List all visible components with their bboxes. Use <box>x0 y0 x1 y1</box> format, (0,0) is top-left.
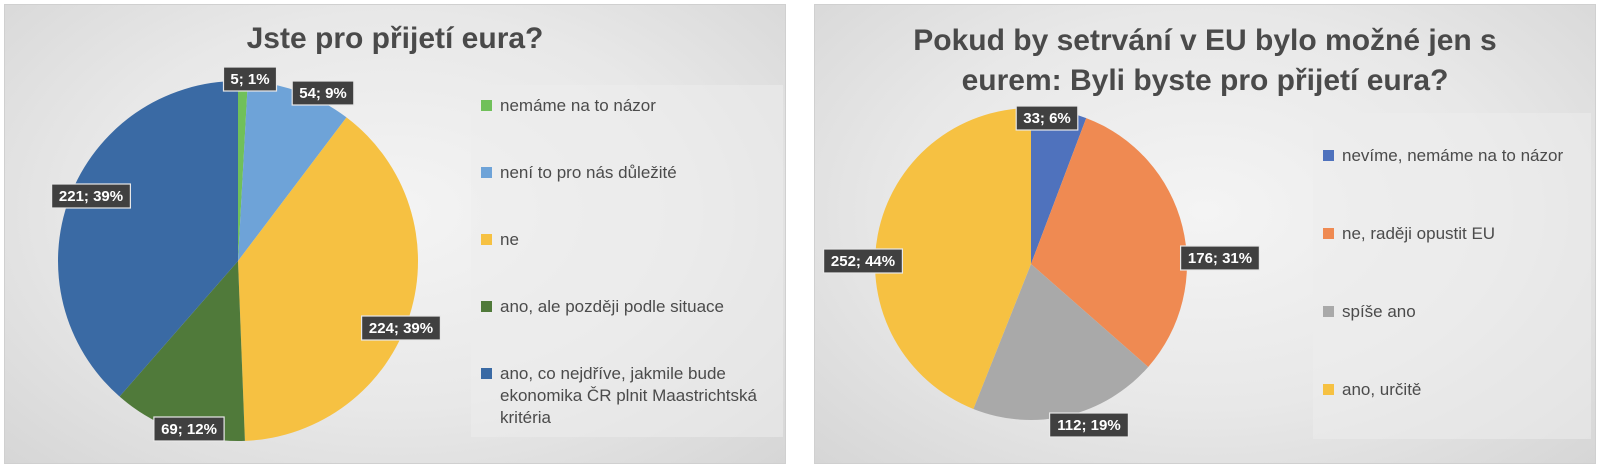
legend-item: spíše ano <box>1323 301 1583 323</box>
data-label-text: 221; 39% <box>59 188 123 205</box>
legend-swatch <box>481 100 492 111</box>
legend-swatch <box>481 368 492 379</box>
legend-label: ano, určitě <box>1342 380 1422 399</box>
data-label-box <box>291 80 355 106</box>
data-label-box <box>1049 412 1130 438</box>
data-label: 252; 44% <box>823 248 904 274</box>
data-label-box <box>153 416 225 442</box>
data-label: 33; 6% <box>1015 105 1079 131</box>
chart-title-right: Pokud by setrvání v EU bylo možné jen s … <box>913 24 1497 97</box>
data-label-text: 33; 6% <box>1023 110 1071 127</box>
legend-left: nemáme na to názor není to pro nás důlež… <box>471 85 783 437</box>
legend-item: ano, co nejdříve, jakmile bude ekonomika… <box>481 363 775 429</box>
pie-slice <box>1031 108 1087 264</box>
data-label-box <box>823 248 904 274</box>
legend-item: ne <box>481 229 775 251</box>
data-label-text: 54; 9% <box>299 85 347 102</box>
data-label-text: 176; 31% <box>1188 250 1252 267</box>
data-label: 112; 19% <box>1049 412 1130 438</box>
data-label: 224; 39% <box>361 315 442 341</box>
data-label-box <box>1180 245 1261 271</box>
chart-title-left: Jste pro přijetí eura? <box>246 22 544 55</box>
data-label: 5; 1% <box>222 66 278 92</box>
legend-label: nevíme, nemáme na to názor <box>1342 146 1564 165</box>
legend-item: nevíme, nemáme na to názor <box>1323 145 1583 167</box>
pie-slice <box>238 117 419 441</box>
legend-item: ano, ale později podle situace <box>481 296 775 318</box>
pie-chart-right: 33; 6% 176; 31% 112; 19% 252; 44% <box>823 105 1261 438</box>
legend-swatch <box>1323 384 1334 395</box>
data-label: 221; 39% <box>50 183 132 209</box>
data-label-box <box>50 183 132 209</box>
chart-panel-left: Jste pro přijetí eura? 5; 1% 54; 9% 224; 3… <box>4 4 786 464</box>
legend-item: ne, raději opustit EU <box>1323 223 1583 245</box>
pie-slice <box>238 81 347 262</box>
data-label-text: 5; 1% <box>230 71 269 88</box>
legend-swatch <box>1323 150 1334 161</box>
legend-swatch <box>1323 306 1334 317</box>
legend-item: nemáme na to názor <box>481 95 775 117</box>
pie-chart-left: 5; 1% 54; 9% 224; 39% 69; 12% 221; 39% <box>50 66 442 442</box>
pie-slice <box>119 261 245 442</box>
legend-label: ano, co nejdříve, jakmile bude ekonomika… <box>500 364 757 427</box>
legend-label: nemáme na to názor <box>500 96 656 115</box>
data-label-text: 112; 19% <box>1057 417 1120 434</box>
pie-slice <box>874 107 1031 409</box>
legend-label: není to pro nás důležité <box>500 163 677 182</box>
data-label-text: 224; 39% <box>369 320 433 337</box>
legend-label: spíše ano <box>1342 302 1416 321</box>
data-label: 69; 12% <box>153 416 225 442</box>
data-label: 54; 9% <box>291 80 355 106</box>
data-label-box <box>1015 105 1079 131</box>
legend-item: není to pro nás důležité <box>481 162 775 184</box>
pie-slice <box>1031 118 1188 367</box>
data-label: 176; 31% <box>1180 245 1261 271</box>
data-label-text: 69; 12% <box>161 421 217 438</box>
data-label-box <box>361 315 442 341</box>
chart-panel-right: Pokud by setrvání v EU bylo možné jen s … <box>814 4 1596 464</box>
legend-swatch <box>481 301 492 312</box>
pie-slice <box>238 81 248 261</box>
legend-right: nevíme, nemáme na to názor ne, raději op… <box>1313 113 1591 439</box>
legend-swatch <box>481 234 492 245</box>
legend-label: ne, raději opustit EU <box>1342 224 1496 243</box>
data-label-text: 252; 44% <box>831 253 895 270</box>
legend-label: ne <box>500 230 519 249</box>
legend-item: ano, určitě <box>1323 379 1583 401</box>
legend-swatch <box>481 167 492 178</box>
data-label-box <box>222 66 278 92</box>
pie-slice <box>973 264 1149 421</box>
pie-slice <box>58 81 238 397</box>
legend-label: ano, ale později podle situace <box>500 297 724 316</box>
legend-swatch <box>1323 228 1334 239</box>
